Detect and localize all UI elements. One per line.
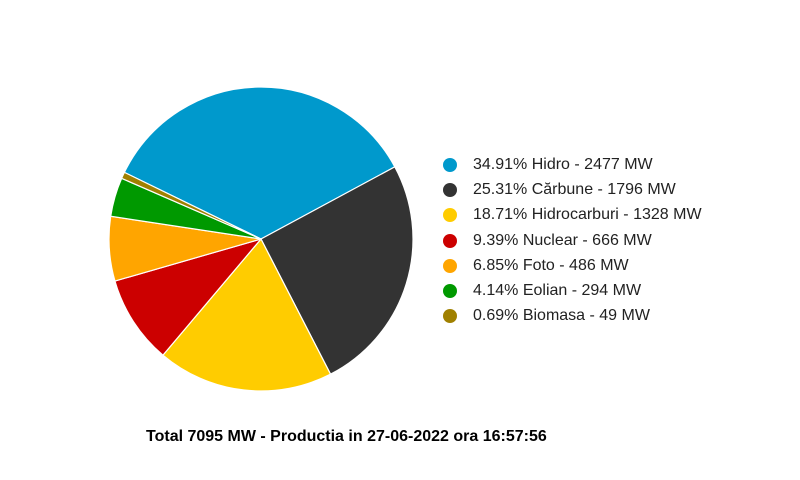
legend-label: 6.85% Foto - 486 MW [473,256,629,274]
legend-item-biomasa[interactable]: 0.69% Biomasa - 49 MW [443,304,702,329]
pie-slice-hidrocarburi[interactable] [162,237,332,392]
legend-item-hidro[interactable]: 34.91% Hidro - 2477 MW [443,152,702,177]
chart-title: Total 7095 MW - Productia in 27-06-2022 … [146,428,547,445]
legend-label: 34.91% Hidro - 2477 MW [473,155,653,173]
legend-item-carbune[interactable]: 25.31% Cărbune - 1796 MW [443,177,702,202]
legend-label: 0.69% Biomasa - 49 MW [473,307,650,325]
legend-label: 25.31% Cărbune - 1796 MW [473,180,676,198]
legend-marker [443,309,457,324]
legend-marker [443,182,457,197]
legend-marker [443,208,457,223]
legend-item-nuclear[interactable]: 9.39% Nuclear - 666 MW [443,228,702,253]
pie-slice-hidro[interactable] [123,86,396,240]
legend-marker [443,157,457,172]
pie-slice-crbune[interactable] [260,166,414,375]
legend-label: 4.14% Eolian - 294 MW [473,282,642,300]
legend-marker [443,284,457,299]
legend-item-hidrocarburi[interactable]: 18.71% Hidrocarburi - 1328 MW [443,203,702,228]
legend-item-eolian[interactable]: 4.14% Eolian - 294 MW [443,278,702,303]
legend-label: 9.39% Nuclear - 666 MW [473,231,652,249]
legend-marker [443,258,457,273]
chart-legend: 34.91% Hidro - 2477 MW 25.31% Cărbune - … [443,152,702,329]
legend-label: 18.71% Hidrocarburi - 1328 MW [473,206,702,224]
legend-marker [443,233,457,248]
legend-item-foto[interactable]: 6.85% Foto - 486 MW [443,253,702,278]
pie-slice-biomasa[interactable] [120,171,262,240]
pie-slice-nuclear[interactable] [114,237,263,357]
